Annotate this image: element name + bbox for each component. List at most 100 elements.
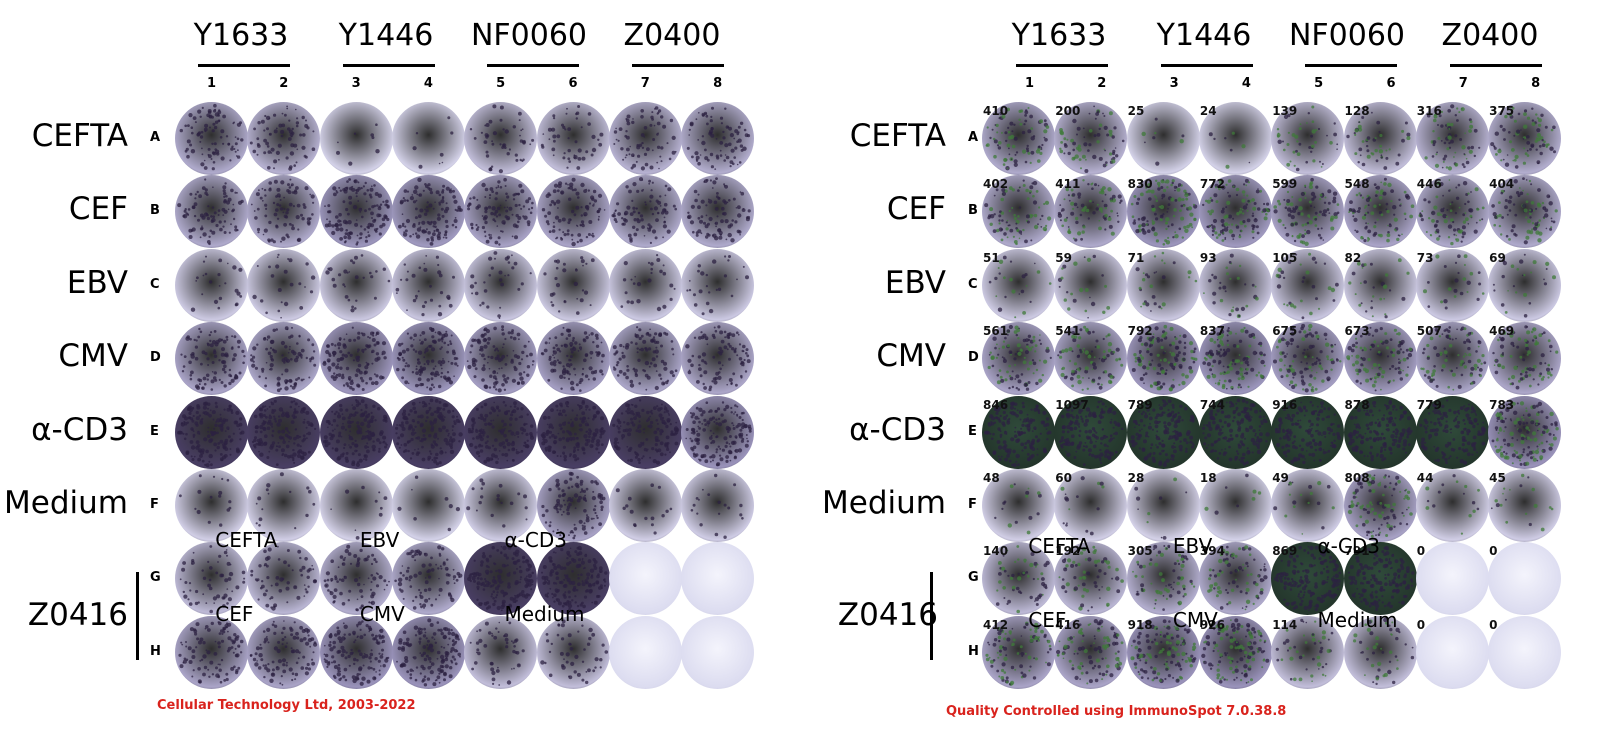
spot	[285, 215, 289, 219]
spot	[227, 208, 230, 211]
spot	[576, 233, 581, 238]
spot	[725, 155, 730, 160]
spot	[178, 653, 182, 657]
spot	[725, 404, 730, 409]
spot	[738, 161, 742, 164]
spot	[226, 562, 231, 567]
spot	[436, 234, 441, 239]
spot	[266, 455, 270, 459]
spot	[559, 531, 562, 533]
spot	[698, 420, 701, 423]
spot	[636, 298, 641, 304]
spot	[358, 577, 361, 580]
spot	[307, 217, 311, 222]
spot	[209, 408, 212, 411]
spot	[707, 424, 709, 427]
spot	[348, 664, 351, 667]
spot	[373, 373, 376, 376]
spot	[421, 304, 426, 308]
spot	[481, 353, 485, 358]
spot	[603, 571, 607, 576]
spot	[530, 207, 534, 210]
spot	[582, 189, 587, 194]
spot	[284, 386, 289, 391]
spot	[186, 421, 189, 424]
spot	[300, 214, 304, 218]
spot	[633, 218, 637, 222]
spot	[438, 553, 441, 556]
spot	[256, 659, 259, 662]
spot	[717, 417, 721, 420]
spot	[541, 434, 546, 439]
spot	[673, 287, 676, 290]
spot	[286, 107, 289, 110]
spot	[719, 141, 724, 145]
spot	[709, 152, 714, 157]
spot	[669, 118, 673, 123]
spot	[502, 343, 505, 346]
spot	[724, 219, 729, 224]
spot-layer	[397, 475, 460, 532]
spot	[451, 414, 455, 418]
spot	[525, 422, 528, 425]
spot	[635, 190, 640, 194]
spot	[697, 498, 700, 501]
spot	[650, 483, 654, 487]
spot	[489, 236, 493, 240]
spot	[419, 591, 422, 595]
spot	[308, 423, 311, 426]
spot	[295, 355, 300, 360]
spot	[512, 350, 515, 352]
spot	[511, 266, 515, 270]
spot	[427, 598, 431, 601]
spot	[363, 348, 367, 351]
spot	[337, 433, 341, 437]
spot	[234, 150, 237, 153]
spot	[507, 273, 510, 277]
spot	[405, 637, 410, 641]
spot	[428, 406, 432, 410]
spot	[332, 645, 336, 649]
spot	[435, 678, 438, 681]
spot	[347, 161, 352, 166]
spot	[439, 628, 443, 632]
spot	[258, 665, 262, 670]
spot	[262, 200, 264, 203]
spot	[427, 231, 431, 235]
spot	[340, 425, 345, 430]
spot	[335, 373, 338, 377]
spot	[583, 214, 586, 217]
spot	[455, 649, 459, 653]
spot	[204, 627, 207, 630]
spot	[303, 205, 307, 210]
spot	[728, 345, 732, 349]
spot	[737, 447, 743, 453]
spot	[576, 448, 579, 451]
spot	[303, 595, 306, 598]
spot	[349, 648, 353, 651]
spot	[550, 303, 554, 307]
spot	[293, 143, 298, 148]
spot	[357, 426, 362, 432]
spot	[714, 473, 718, 478]
spot	[733, 156, 737, 159]
spot	[412, 189, 418, 195]
spot	[618, 127, 623, 131]
spot	[712, 355, 716, 359]
spot	[254, 435, 258, 439]
spot	[648, 227, 651, 230]
spot	[378, 575, 383, 580]
spot	[502, 346, 504, 349]
spot	[224, 578, 229, 583]
spot	[288, 129, 294, 134]
spot	[419, 672, 422, 675]
spot	[741, 425, 745, 429]
elispot-well	[175, 469, 248, 542]
spot	[488, 422, 492, 426]
spot	[295, 378, 299, 382]
spot	[206, 649, 211, 655]
spot	[567, 148, 571, 153]
spot	[201, 147, 203, 150]
spot	[219, 413, 222, 416]
spot	[568, 359, 572, 362]
